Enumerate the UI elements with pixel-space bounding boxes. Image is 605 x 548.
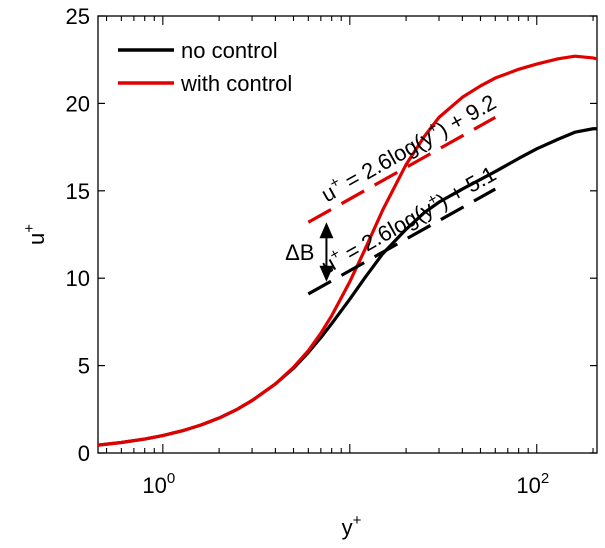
axes-frame [97, 15, 598, 454]
y-tick-label: 5 [78, 354, 90, 379]
delta-b-label: ΔB [285, 240, 314, 265]
delta-b-arrowhead-up [319, 222, 334, 239]
legend-label: with control [180, 71, 292, 96]
plot-frame [97, 15, 598, 454]
y-tick-label: 25 [66, 4, 90, 29]
axis-labels: y+ u+ [21, 224, 362, 540]
y-tick-label: 15 [66, 179, 90, 204]
reference-lines: u+ = 2.6log(y+) + 9.2u+ = 2.6log(y+) + 5… [307, 89, 500, 296]
y-tick-label: 20 [66, 91, 90, 116]
delta-b-arrowhead-down [319, 265, 334, 282]
legend: no control with control [118, 38, 292, 96]
y-tick-label: 10 [66, 266, 90, 291]
annotation-layer: ΔB [285, 222, 334, 282]
ticks: 0 5 10 15 20 25 100 102 [66, 4, 597, 498]
y-axis-label: u+ [21, 224, 49, 245]
x-tick-label: 102 [516, 470, 549, 498]
series-layer [98, 54, 597, 447]
reference-line-2 [307, 187, 497, 296]
legend-label: no control [181, 38, 278, 63]
series-line-with-control [98, 54, 597, 447]
x-tick-label: 100 [142, 470, 175, 498]
y-tick-label: 0 [78, 441, 90, 466]
x-axis-label: y+ [342, 512, 362, 540]
